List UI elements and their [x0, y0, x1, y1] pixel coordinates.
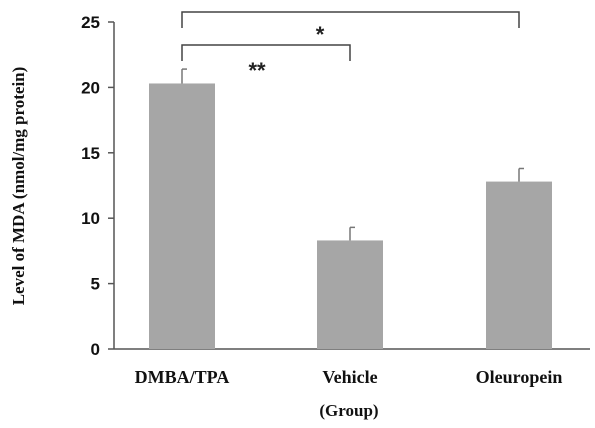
significance-label: ** [248, 58, 266, 83]
bars [149, 83, 552, 349]
error-bar [181, 68, 187, 84]
error-bar [349, 226, 355, 241]
significance-brackets: *** [181, 11, 520, 83]
bar [486, 181, 552, 349]
x-axis-title: (Group) [319, 401, 378, 420]
y-tick-label: 5 [91, 275, 100, 294]
bar [149, 83, 215, 349]
y-tick-label: 25 [81, 13, 100, 32]
y-ticks: 0 5 10 15 20 25 [81, 13, 114, 359]
x-category-label: Oleuropein [476, 367, 563, 387]
x-category-label: Vehicle [322, 367, 377, 387]
y-tick-label: 10 [81, 209, 100, 228]
bar [317, 240, 383, 349]
error-bars [181, 68, 524, 241]
error-bar [518, 167, 524, 182]
y-tick-label: 0 [91, 340, 100, 359]
y-tick-label: 15 [81, 144, 100, 163]
significance-bracket: * [181, 11, 520, 47]
significance-bracket: ** [181, 44, 351, 83]
x-category-labels: DMBA/TPA Vehicle Oleuropein [135, 367, 563, 387]
significance-label: * [316, 22, 325, 47]
y-tick-label: 20 [81, 78, 100, 97]
y-axis-title: Level of MDA (nmol/mg protein) [9, 67, 28, 306]
x-category-label: DMBA/TPA [135, 367, 230, 387]
